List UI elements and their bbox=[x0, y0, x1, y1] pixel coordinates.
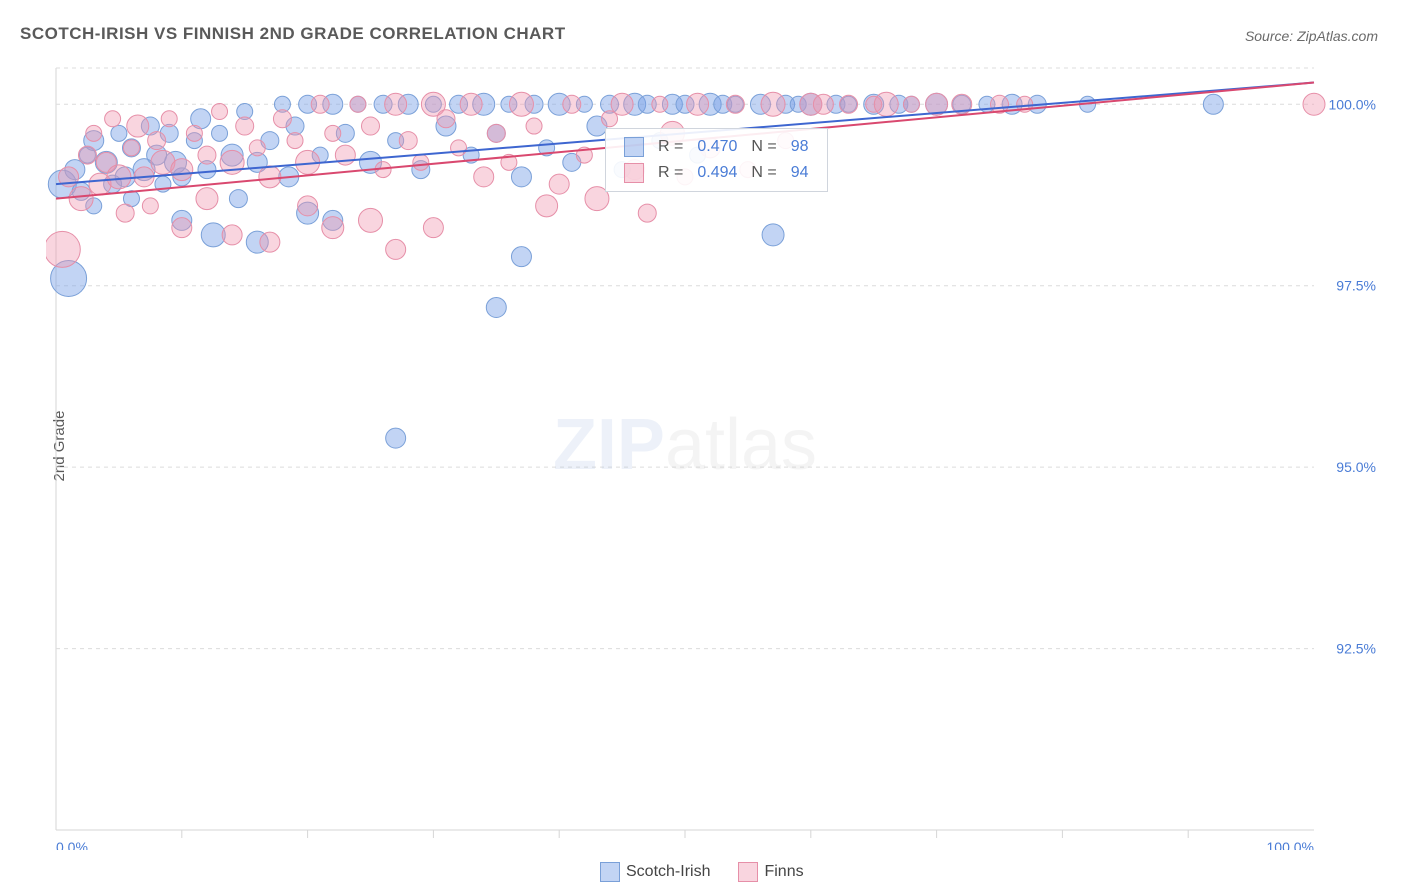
data-point bbox=[259, 166, 281, 188]
data-point bbox=[487, 124, 505, 142]
data-point bbox=[298, 196, 318, 216]
data-point bbox=[273, 110, 291, 128]
data-point bbox=[222, 225, 242, 245]
data-point bbox=[362, 117, 380, 135]
y-tick-label: 95.0% bbox=[1336, 459, 1376, 475]
data-point bbox=[311, 95, 329, 113]
data-point bbox=[840, 95, 858, 113]
chart-container: SCOTCH-IRISH VS FINNISH 2ND GRADE CORREL… bbox=[0, 0, 1406, 892]
data-point bbox=[172, 218, 192, 238]
data-point bbox=[249, 140, 265, 156]
data-point bbox=[874, 92, 898, 116]
data-point bbox=[127, 115, 149, 137]
data-point bbox=[116, 204, 134, 222]
data-point bbox=[46, 231, 80, 267]
legend-item: Scotch-Irish bbox=[600, 863, 710, 880]
data-point bbox=[474, 167, 494, 187]
n-value: 94 bbox=[785, 161, 815, 185]
data-point bbox=[687, 93, 709, 115]
stats-row: R =0.470N =98 bbox=[618, 135, 815, 159]
data-point bbox=[212, 125, 228, 141]
data-point bbox=[511, 247, 531, 267]
data-point bbox=[536, 195, 558, 217]
data-point bbox=[460, 93, 482, 115]
data-point bbox=[903, 96, 919, 112]
stats-row: R =0.494N =94 bbox=[618, 161, 815, 185]
data-point bbox=[526, 118, 542, 134]
data-point bbox=[1203, 94, 1223, 114]
data-point bbox=[638, 204, 656, 222]
source-label: Source: ZipAtlas.com bbox=[1245, 28, 1378, 44]
series-swatch bbox=[624, 137, 644, 157]
y-tick-label: 92.5% bbox=[1336, 641, 1376, 657]
r-value: 0.470 bbox=[691, 135, 743, 159]
data-point bbox=[123, 140, 139, 156]
data-point bbox=[111, 125, 127, 141]
data-point bbox=[399, 132, 417, 150]
data-point bbox=[322, 217, 344, 239]
stats-table: R =0.470N =98R =0.494N =94 bbox=[616, 133, 817, 187]
data-point bbox=[726, 95, 744, 113]
chart-title: SCOTCH-IRISH VS FINNISH 2ND GRADE CORREL… bbox=[20, 24, 566, 44]
data-point bbox=[287, 133, 303, 149]
x-tick-label: 100.0% bbox=[1267, 839, 1314, 850]
stats-legend-box: R =0.470N =98R =0.494N =94 bbox=[605, 128, 828, 192]
data-point bbox=[236, 117, 254, 135]
data-point bbox=[813, 94, 833, 114]
data-point bbox=[486, 297, 506, 317]
data-point bbox=[563, 95, 581, 113]
r-label: R = bbox=[652, 135, 689, 159]
n-value: 98 bbox=[785, 135, 815, 159]
legend-label: Scotch-Irish bbox=[626, 863, 710, 880]
data-point bbox=[413, 154, 429, 170]
data-point bbox=[451, 140, 467, 156]
legend-item: Finns bbox=[738, 863, 803, 880]
data-point bbox=[762, 224, 784, 246]
data-point bbox=[549, 174, 569, 194]
data-point bbox=[423, 218, 443, 238]
n-label: N = bbox=[745, 161, 782, 185]
data-point bbox=[260, 232, 280, 252]
data-point bbox=[161, 111, 177, 127]
y-tick-label: 97.5% bbox=[1336, 278, 1376, 294]
data-point bbox=[359, 208, 383, 232]
data-point bbox=[142, 198, 158, 214]
n-label: N = bbox=[745, 135, 782, 159]
data-point bbox=[107, 165, 131, 189]
data-point bbox=[186, 125, 202, 141]
data-point bbox=[386, 239, 406, 259]
data-point bbox=[437, 110, 455, 128]
series-legend: Scotch-Irish Finns bbox=[600, 862, 832, 882]
data-point bbox=[386, 428, 406, 448]
legend-swatch bbox=[738, 862, 758, 882]
data-point bbox=[325, 125, 341, 141]
data-point bbox=[350, 96, 366, 112]
data-point bbox=[1303, 93, 1325, 115]
data-point bbox=[78, 146, 96, 164]
x-tick-label: 0.0% bbox=[56, 839, 88, 850]
data-point bbox=[69, 187, 93, 211]
data-point bbox=[385, 93, 407, 115]
data-point bbox=[86, 125, 102, 141]
series-swatch bbox=[624, 163, 644, 183]
data-point bbox=[105, 111, 121, 127]
data-point bbox=[229, 190, 247, 208]
data-point bbox=[611, 93, 633, 115]
data-point bbox=[511, 167, 531, 187]
r-label: R = bbox=[652, 161, 689, 185]
data-point bbox=[171, 159, 193, 181]
legend-swatch bbox=[600, 862, 620, 882]
data-point bbox=[509, 92, 533, 116]
data-point bbox=[196, 188, 218, 210]
y-tick-label: 100.0% bbox=[1329, 96, 1376, 112]
data-point bbox=[148, 132, 166, 150]
data-point bbox=[198, 146, 216, 164]
data-point bbox=[652, 96, 668, 112]
data-point bbox=[761, 92, 785, 116]
data-point bbox=[212, 104, 228, 120]
legend-label: Finns bbox=[764, 863, 803, 880]
r-value: 0.494 bbox=[691, 161, 743, 185]
watermark: ZIPatlas bbox=[553, 405, 817, 485]
